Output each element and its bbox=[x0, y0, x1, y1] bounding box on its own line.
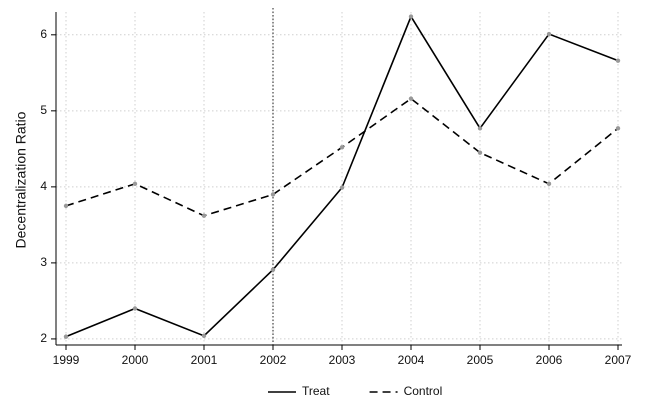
point-marker bbox=[201, 333, 207, 339]
x-tick-label: 1999 bbox=[53, 353, 80, 367]
point-marker bbox=[408, 96, 414, 101]
point-marker bbox=[201, 213, 207, 218]
point-marker bbox=[408, 14, 414, 19]
point-marker bbox=[477, 150, 483, 155]
x-tick-label: 2003 bbox=[329, 353, 356, 367]
y-tick-label: 5 bbox=[40, 103, 47, 117]
y-tick-label: 4 bbox=[40, 179, 47, 193]
point-marker bbox=[339, 145, 345, 150]
y-tick-label: 2 bbox=[40, 331, 47, 345]
point-marker bbox=[63, 203, 69, 209]
point-marker bbox=[270, 267, 276, 272]
legend-label: Treat bbox=[302, 384, 330, 398]
point-marker bbox=[132, 181, 138, 187]
x-tick-label: 2002 bbox=[260, 353, 287, 367]
point-marker bbox=[615, 58, 621, 63]
point-marker bbox=[477, 126, 483, 131]
point-marker bbox=[63, 334, 69, 339]
x-tick-label: 2005 bbox=[467, 353, 494, 367]
y-tick-label: 3 bbox=[40, 255, 47, 269]
x-tick-label: 2001 bbox=[191, 353, 218, 367]
x-tick-label: 2006 bbox=[536, 353, 563, 367]
y-axis-label: Decentralization Ratio bbox=[13, 111, 29, 248]
point-marker bbox=[339, 185, 345, 190]
point-marker bbox=[546, 31, 552, 37]
x-tick-label: 2004 bbox=[398, 353, 425, 367]
point-marker bbox=[270, 192, 276, 197]
legend-label: Control bbox=[404, 384, 443, 398]
point-marker bbox=[132, 306, 138, 311]
x-tick-label: 2007 bbox=[605, 353, 632, 367]
x-tick-label: 2000 bbox=[122, 353, 149, 367]
point-marker bbox=[546, 181, 552, 187]
point-marker bbox=[615, 126, 621, 131]
y-tick-label: 6 bbox=[40, 27, 47, 41]
